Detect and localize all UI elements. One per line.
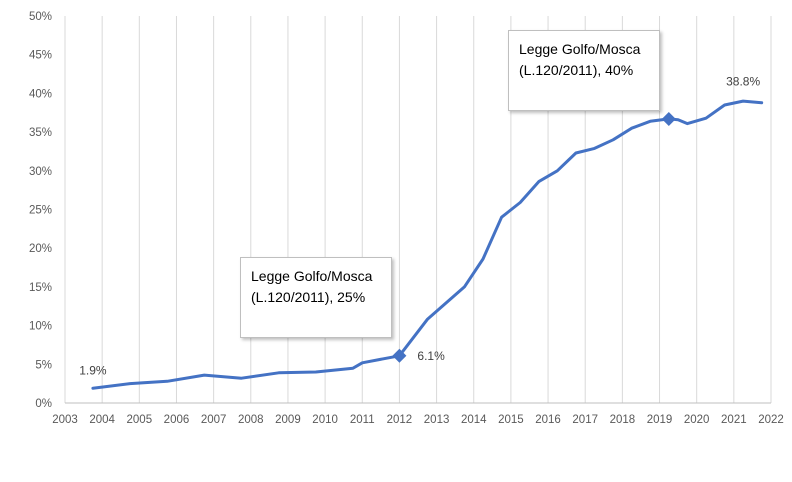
y-tick-label: 45% bbox=[29, 50, 52, 62]
x-tick-label: 2020 bbox=[684, 414, 710, 426]
y-tick-label: 25% bbox=[29, 205, 52, 217]
series-line bbox=[91, 99, 764, 390]
x-tick-label: 2011 bbox=[350, 414, 375, 426]
data-label: 6.1% bbox=[417, 349, 445, 363]
x-tick-label: 2015 bbox=[498, 414, 524, 426]
x-tick-label: 2009 bbox=[275, 414, 301, 426]
x-tick-label: 2012 bbox=[387, 414, 413, 426]
x-tick-label: 2005 bbox=[127, 414, 153, 426]
data-label: 38.8% bbox=[726, 75, 760, 89]
x-tick-labels: 2003 2004 2005 2006 2007 2008 2009 2010 2011 2012… bbox=[52, 414, 784, 426]
data-label: 1.9% bbox=[79, 363, 107, 377]
x-tick-label: 2007 bbox=[201, 414, 227, 426]
y-tick-labels: 0% 5% 10% 15% 20% 25% 30% 35% 40% 45% 50% bbox=[29, 11, 52, 410]
x-tick-label: 2008 bbox=[238, 414, 264, 426]
x-tick-label: 2016 bbox=[535, 414, 561, 426]
y-tick-label: 0% bbox=[35, 398, 52, 410]
x-tick-label: 2017 bbox=[572, 414, 598, 426]
annotation-line1: Legge Golfo/Mosca bbox=[251, 268, 373, 284]
x-tick-label: 2018 bbox=[610, 414, 636, 426]
x-tick-label: 2019 bbox=[647, 414, 673, 426]
diamond-marker bbox=[661, 111, 676, 126]
x-tick-label: 2010 bbox=[312, 414, 338, 426]
annotation-line1: Legge Golfo/Mosca bbox=[519, 41, 641, 57]
y-tick-label: 50% bbox=[29, 11, 52, 23]
y-tick-label: 10% bbox=[29, 321, 52, 333]
x-tick-label: 2013 bbox=[424, 414, 450, 426]
gridlines bbox=[64, 16, 772, 403]
x-tick-label: 2022 bbox=[758, 414, 784, 426]
annotation-box-40: Legge Golfo/Mosca (L.120/2011), 40% bbox=[508, 30, 660, 111]
y-tick-label: 40% bbox=[29, 88, 52, 100]
y-tick-label: 30% bbox=[29, 166, 52, 178]
x-tick-label: 2004 bbox=[89, 414, 115, 426]
y-tick-label: 15% bbox=[29, 282, 52, 294]
x-tick-label: 2014 bbox=[461, 414, 487, 426]
x-tick-label: 2003 bbox=[52, 414, 78, 426]
y-tick-label: 5% bbox=[35, 359, 52, 371]
annotation-line2: (L.120/2011), 40% bbox=[519, 62, 634, 78]
markers bbox=[392, 111, 676, 363]
y-tick-label: 35% bbox=[29, 127, 52, 139]
diamond-marker bbox=[392, 348, 407, 363]
annotation-line2: (L.120/2011), 25% bbox=[251, 289, 366, 305]
x-tick-label: 2006 bbox=[164, 414, 190, 426]
data-labels: 1.9% 6.1% 38.8% bbox=[79, 75, 760, 378]
x-tick-label: 2021 bbox=[721, 414, 747, 426]
annotation-box-25: Legge Golfo/Mosca (L.120/2011), 25% bbox=[240, 257, 392, 338]
y-tick-label: 20% bbox=[29, 243, 52, 255]
